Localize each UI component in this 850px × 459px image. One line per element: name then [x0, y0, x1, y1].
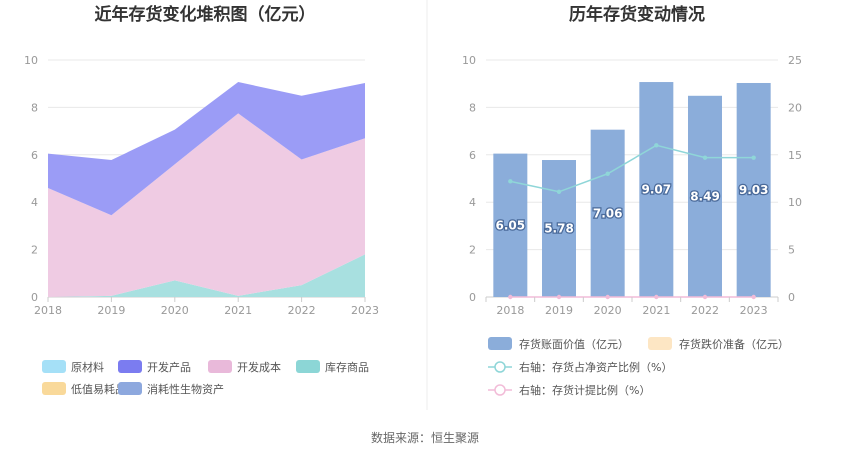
- legend-label: 消耗性生物资产: [147, 382, 224, 396]
- line-point: [508, 294, 513, 300]
- line-point: [702, 294, 708, 300]
- bar-value-label: 6.05: [496, 218, 526, 232]
- left-x-ticks: 2018 2019 2020 2021 2022 2023: [34, 297, 379, 317]
- line-point: [702, 155, 708, 160]
- bar-inventory-value: [736, 82, 771, 297]
- right-bars: 6.05 5.78 7.06 9.07 8.49 9.03: [493, 82, 771, 297]
- legend-label: 右轴：存货占净资产比例（%）: [519, 360, 672, 374]
- legend-swatch: [488, 337, 512, 350]
- line-point: [751, 155, 756, 160]
- left-y-tick-label: 8: [31, 101, 38, 114]
- line-point: [605, 294, 610, 300]
- line-point: [751, 294, 756, 300]
- left-y-ticks: 0 2 4 6 8 10: [24, 54, 38, 304]
- left-x-tick-label: 2021: [224, 304, 252, 317]
- right-left-y-tick-label: 10: [462, 54, 476, 67]
- legend-marker: [494, 361, 506, 373]
- legend-swatch: [648, 337, 672, 350]
- right-right-y-tick-label: 5: [788, 244, 795, 257]
- right-right-y-tick-label: 20: [788, 101, 802, 114]
- bar-inventory-value: [542, 160, 576, 297]
- right-left-y-tick-label: 8: [469, 101, 476, 114]
- left-areas: [48, 82, 365, 297]
- right-grid: [486, 59, 778, 298]
- legend-label: 开发产品: [147, 360, 191, 374]
- right-left-y-tick-label: 6: [469, 149, 476, 162]
- left-x-tick-label: 2018: [34, 304, 62, 317]
- bar-inventory-value: [493, 153, 528, 297]
- legend-swatch: [118, 382, 142, 395]
- left-y-tick-label: 4: [31, 196, 38, 209]
- data-source-note: 数据来源：恒生聚源: [370, 431, 479, 445]
- bar-value-label: 9.07: [642, 183, 672, 197]
- legend-swatch: [42, 360, 66, 373]
- legend-label: 库存商品: [325, 360, 369, 374]
- right-right-y-tick-label: 0: [788, 291, 795, 304]
- left-y-tick-label: 6: [31, 149, 38, 162]
- legend-swatch: [118, 360, 142, 373]
- right-left-y-tick-label: 4: [469, 196, 476, 209]
- left-y-tick-label: 10: [24, 54, 38, 67]
- legend-swatch: [296, 360, 320, 373]
- legend-label: 原材料: [71, 360, 104, 374]
- left-y-tick-label: 0: [31, 291, 38, 304]
- area-开发产品: [48, 82, 365, 216]
- left-x-tick-label: 2019: [97, 304, 125, 317]
- area-开发成本: [48, 113, 365, 297]
- bar-value-label: 7.06: [593, 206, 623, 220]
- left-x-tick-label: 2020: [161, 304, 189, 317]
- line-point: [508, 179, 513, 184]
- left-x-tick-label: 2022: [288, 304, 316, 317]
- right-left-y-tick-label: 0: [469, 291, 476, 304]
- left-y-tick-label: 2: [31, 244, 38, 257]
- right-x-tick-label: 2020: [594, 304, 622, 317]
- right-y-ticks: 0 2 4 6 8 10 0 5 10 15 20 25: [462, 54, 802, 304]
- bar-value-label: 8.49: [690, 189, 720, 203]
- right-x-tick-label: 2019: [545, 304, 573, 317]
- legend-marker: [494, 384, 506, 396]
- right-chart-title: 历年存货变动情况: [569, 4, 705, 25]
- right-right-y-tick-label: 25: [788, 54, 802, 67]
- area-库存商品: [48, 254, 365, 297]
- right-x-tick-label: 2023: [740, 304, 768, 317]
- bar-value-label: 9.03: [739, 183, 769, 197]
- bar-value-label: 5.78: [544, 222, 574, 236]
- right-right-y-tick-label: 10: [788, 196, 802, 209]
- legend-label: 右轴：存货计提比例（%）: [519, 383, 650, 397]
- bar-inventory-value: [590, 129, 625, 297]
- bar-inventory-value: [639, 82, 674, 297]
- line-point: [556, 189, 562, 194]
- right-x-tick-label: 2018: [496, 304, 524, 317]
- legend-label: 低值易耗品: [71, 383, 126, 396]
- legend-label: 存货账面价值（亿元）: [519, 337, 629, 351]
- right-right-y-tick-label: 15: [788, 149, 802, 162]
- legend-label: 存货跌价准备（亿元）: [679, 337, 789, 351]
- legend-swatch: [208, 360, 232, 373]
- legend-swatch: [42, 382, 66, 395]
- bar-inventory-value: [688, 95, 722, 297]
- left-chart-title: 近年存货变化堆积图（亿元）: [95, 4, 316, 25]
- line-point: [654, 143, 659, 148]
- right-x-tick-label: 2022: [691, 304, 719, 317]
- left-x-tick-label: 2023: [351, 304, 379, 317]
- line-右轴：存货占净资产比例（%）: [510, 144, 754, 193]
- right-x-tick-label: 2021: [642, 304, 670, 317]
- line-point: [654, 294, 659, 300]
- right-legend: 存货账面价值（亿元） 存货跌价准备（亿元） 右轴：存货占净资产比例（%） 右轴：存货计…: [488, 337, 789, 397]
- right-left-y-tick-label: 2: [469, 244, 476, 257]
- line-point: [556, 294, 562, 300]
- right-x-ticks: 2018 2019 2020 2021 2022 2023: [485, 297, 779, 317]
- right-chart: 历年存货变动情况 6.05 5.78 7.06 9.07 8.49 9.03 0 2 4 6 8 1…: [462, 4, 802, 397]
- line-point: [605, 171, 610, 176]
- legend-label: 开发成本: [237, 360, 281, 374]
